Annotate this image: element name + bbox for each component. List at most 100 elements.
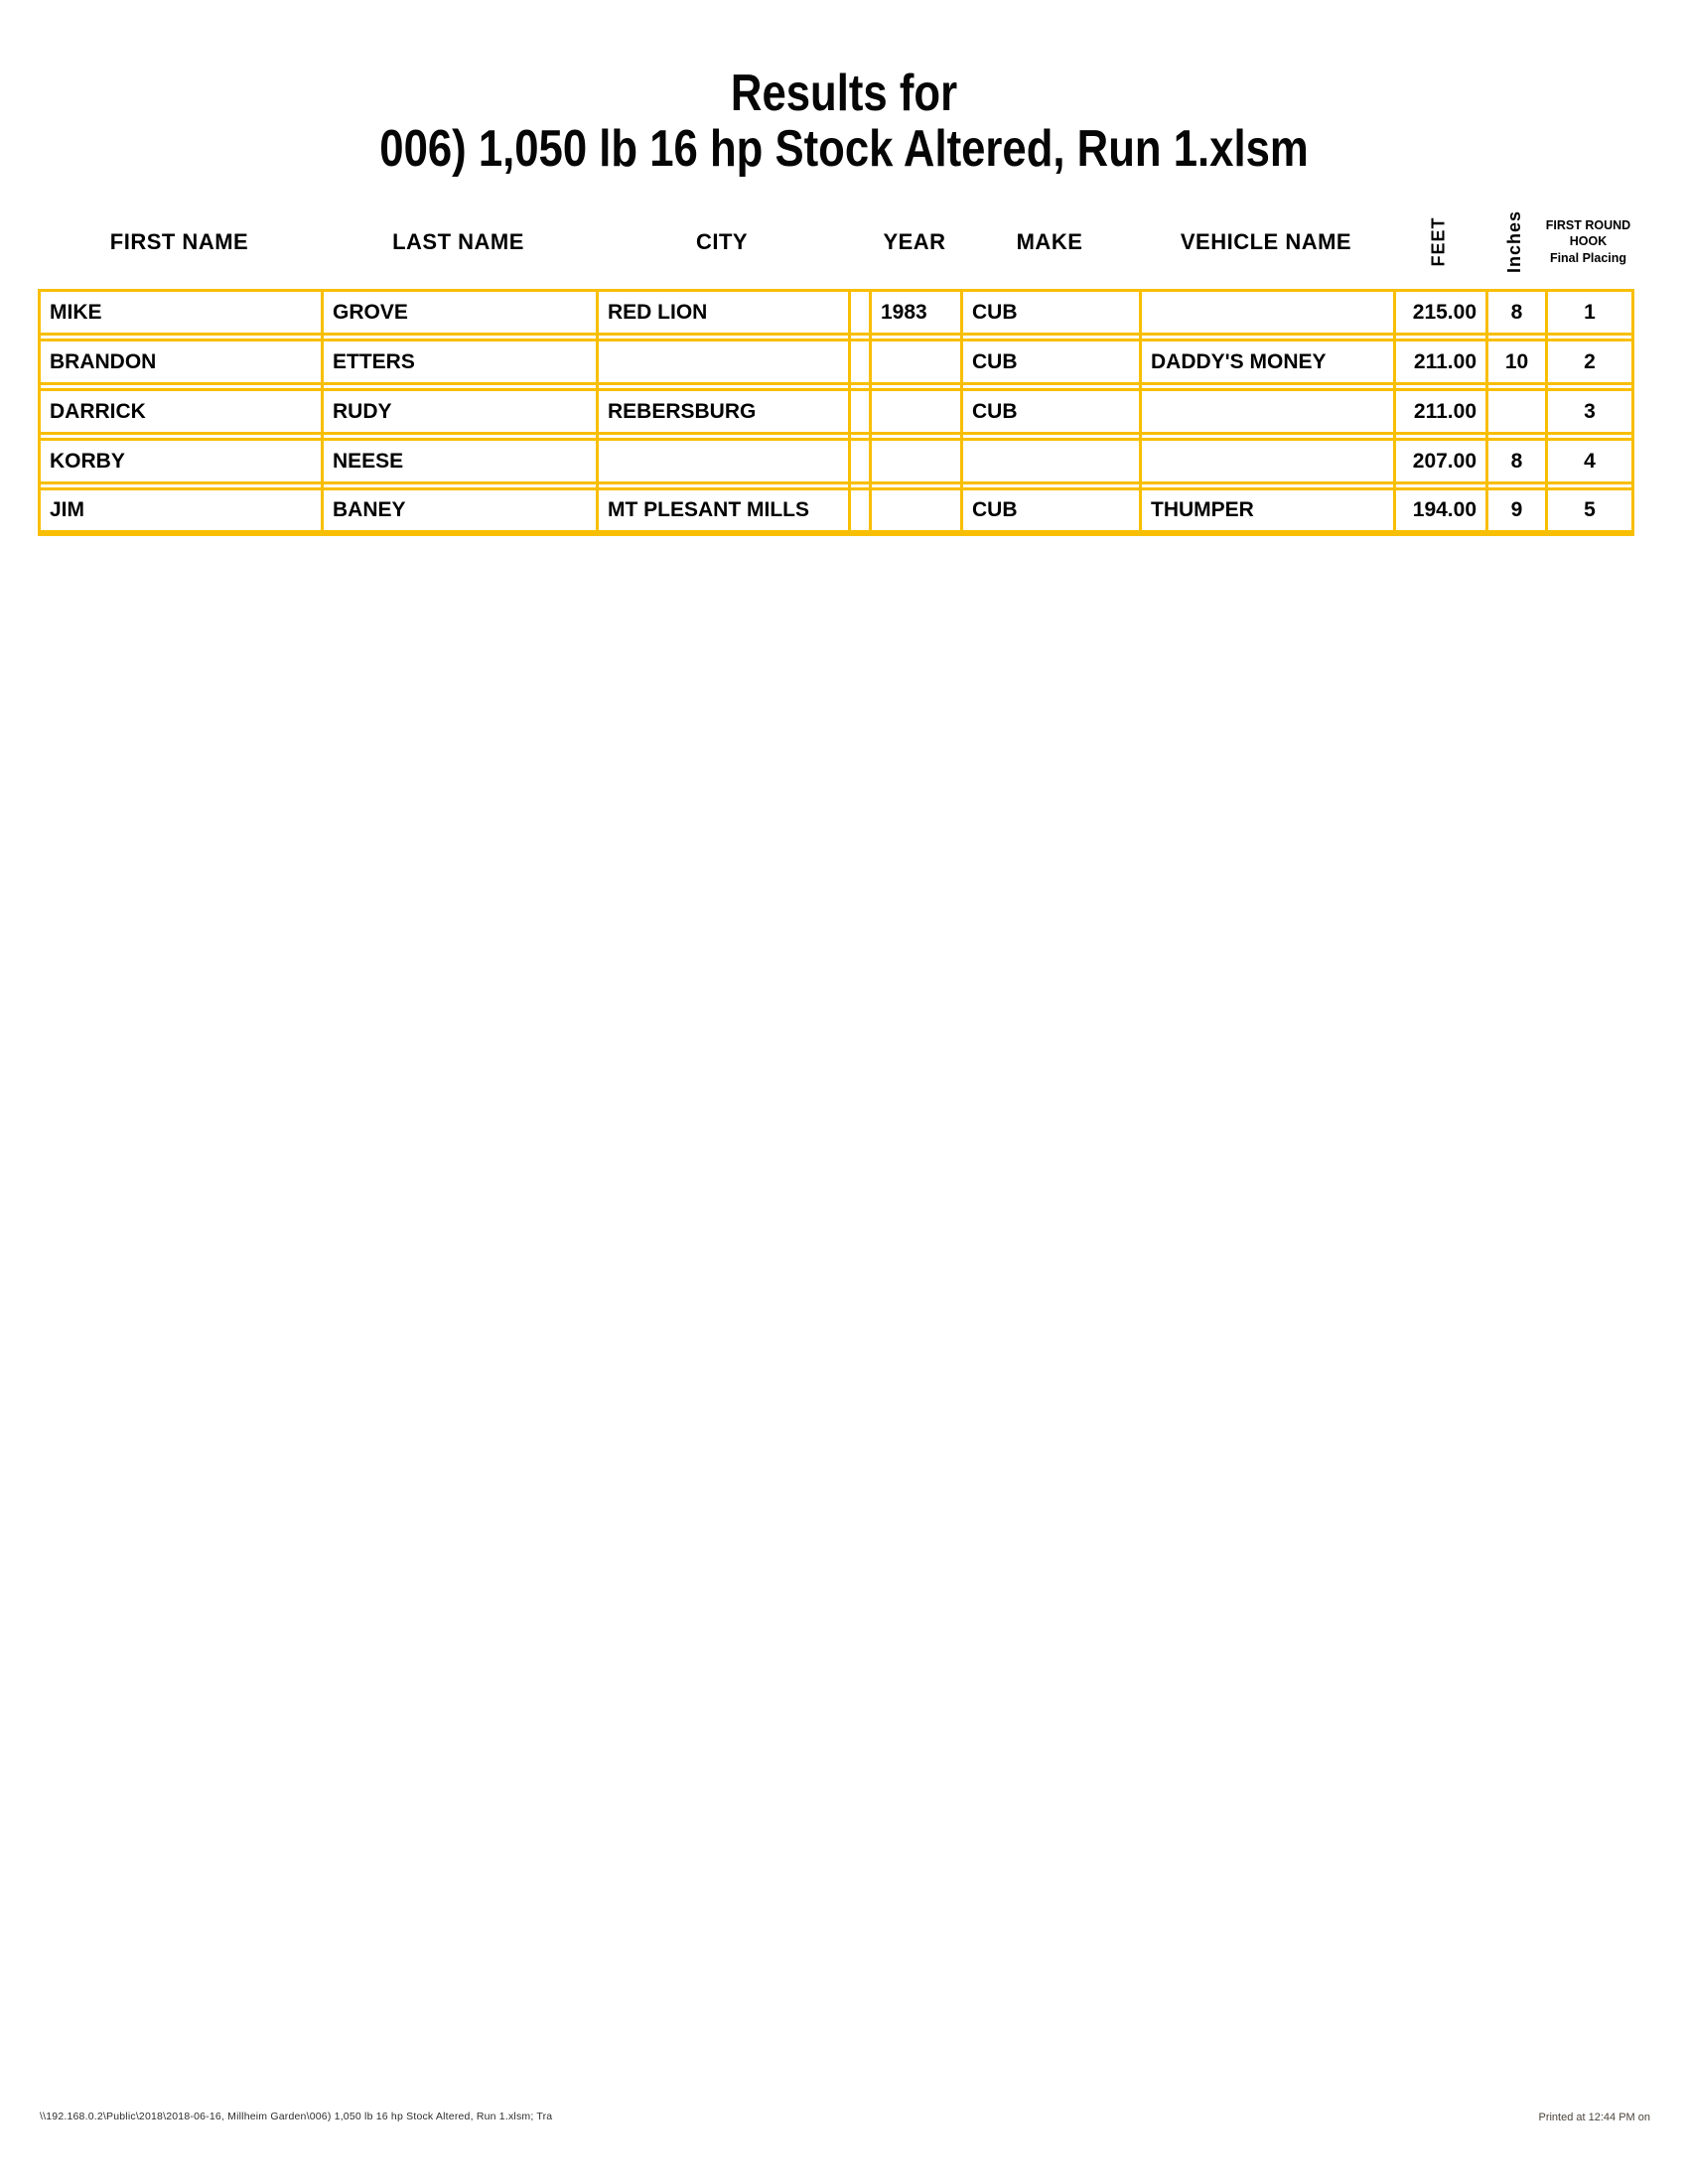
row-gap-cell: [848, 482, 872, 489]
footer-printed-timestamp: Printed at 12:44 PM on: [1538, 2112, 1650, 2123]
page-title: Results for: [730, 65, 958, 122]
table-row: MIKE GROVE RED LION 1983 CUB 215.00 8 1: [38, 289, 1634, 336]
cell-inches: 8: [1485, 289, 1548, 336]
table-row: JIM BANEY MT PLESANT MILLS CUB THUMPER 1…: [38, 487, 1634, 536]
row-gap-cell: [848, 334, 872, 341]
cell-placing: 2: [1545, 339, 1634, 385]
col-header-feet-rotated-label: FEET: [1428, 216, 1449, 267]
cell-vehicle-name: THUMPER: [1139, 487, 1396, 536]
row-gap-cell: [1139, 334, 1396, 341]
cell-year: 1983: [869, 289, 963, 336]
cell-placing: 1: [1545, 289, 1634, 336]
cell-first-name: DARRICK: [38, 388, 324, 435]
footer-file-path: \\192.168.0.2\Public\2018\2018-06-16, Mi…: [40, 2111, 553, 2122]
table-row: DARRICK RUDY REBERSBURG CUB 211.00 3: [38, 388, 1634, 435]
col-header-inches-rotated-label: Inches: [1504, 209, 1525, 274]
cell-make: [960, 438, 1142, 484]
cell-feet: 207.00: [1393, 438, 1488, 484]
row-gap-cell: [869, 334, 963, 341]
row-gap-cell: [38, 334, 324, 341]
cell-make: CUB: [960, 388, 1142, 435]
row-gap-cell: [1545, 482, 1634, 489]
cell-inches: 9: [1485, 487, 1548, 536]
cell-year: [869, 487, 963, 536]
cell-placing: 4: [1545, 438, 1634, 484]
row-gap-cell: [321, 334, 599, 341]
row-gap-cell: [1545, 433, 1634, 440]
col-header-city: CITY: [695, 228, 749, 254]
col-header-spacer: [848, 195, 869, 289]
row-gap-cell: [960, 482, 1142, 489]
cell-year: [869, 438, 963, 484]
cell-last-name: BANEY: [321, 487, 599, 536]
row-gap: [38, 482, 1634, 489]
row-gap-cell: [1545, 383, 1634, 390]
cell-spacer: [848, 339, 872, 385]
cell-inches: [1485, 388, 1548, 435]
cell-spacer: [848, 289, 872, 336]
row-gap-cell: [960, 334, 1142, 341]
col-header-last-name: LAST NAME: [392, 228, 524, 254]
results-table: MIKE GROVE RED LION 1983 CUB 215.00 8 1 …: [38, 289, 1634, 536]
row-gap-cell: [1139, 433, 1396, 440]
row-gap-cell: [1485, 334, 1548, 341]
row-gap-cell: [1393, 334, 1488, 341]
cell-spacer: [848, 438, 872, 484]
cell-city: RED LION: [596, 289, 851, 336]
row-gap-cell: [848, 433, 872, 440]
cell-make: CUB: [960, 487, 1142, 536]
cell-year: [869, 388, 963, 435]
row-gap-cell: [1139, 482, 1396, 489]
col-header-placing-line1: FIRST ROUND: [1545, 218, 1631, 233]
cell-feet: 211.00: [1393, 388, 1488, 435]
cell-feet: 194.00: [1393, 487, 1488, 536]
row-gap-cell: [960, 433, 1142, 440]
row-gap-cell: [596, 482, 851, 489]
row-gap: [38, 433, 1634, 440]
cell-city: REBERSBURG: [596, 388, 851, 435]
cell-placing: 5: [1545, 487, 1634, 536]
cell-first-name: BRANDON: [38, 339, 324, 385]
row-gap-cell: [869, 433, 963, 440]
cell-vehicle-name: [1139, 438, 1396, 484]
cell-year: [869, 339, 963, 385]
row-gap-cell: [1485, 433, 1548, 440]
cell-spacer: [848, 388, 872, 435]
row-gap-cell: [1139, 383, 1396, 390]
col-header-inches: Inches: [1485, 195, 1545, 289]
cell-first-name: MIKE: [38, 289, 324, 336]
col-header-make: MAKE: [1016, 228, 1083, 254]
col-header-final-placing: FIRST ROUND HOOK Final Placing: [1545, 195, 1631, 289]
row-gap-cell: [848, 383, 872, 390]
cell-first-name: JIM: [38, 487, 324, 536]
row-gap-cell: [869, 482, 963, 489]
row-gap-cell: [38, 383, 324, 390]
cell-inches: 10: [1485, 339, 1548, 385]
row-gap: [38, 334, 1634, 341]
row-gap-cell: [38, 482, 324, 489]
col-header-feet: FEET: [1393, 195, 1485, 289]
table-row: BRANDON ETTERS CUB DADDY'S MONEY 211.00 …: [38, 339, 1634, 385]
col-header-placing-line3: Final Placing: [1549, 250, 1627, 265]
page-subtitle-filename: 006) 1,050 lb 16 hp Stock Altered, Run 1…: [379, 120, 1309, 178]
row-gap-cell: [596, 334, 851, 341]
row-gap-cell: [1545, 334, 1634, 341]
col-header-vehicle-name: VEHICLE NAME: [1180, 228, 1352, 254]
row-gap: [38, 383, 1634, 390]
cell-city: [596, 339, 851, 385]
row-gap-cell: [1485, 482, 1548, 489]
row-gap-cell: [321, 383, 599, 390]
cell-last-name: NEESE: [321, 438, 599, 484]
table-header-row: FIRST NAME LAST NAME CITY YEAR MAKE VEHI…: [38, 195, 1631, 289]
row-gap-cell: [869, 383, 963, 390]
cell-spacer: [848, 487, 872, 536]
cell-vehicle-name: [1139, 289, 1396, 336]
row-gap-cell: [38, 433, 324, 440]
col-header-first-name: FIRST NAME: [109, 228, 249, 254]
table-row: KORBY NEESE 207.00 8 4: [38, 438, 1634, 484]
cell-vehicle-name: DADDY'S MONEY: [1139, 339, 1396, 385]
row-gap-cell: [321, 433, 599, 440]
cell-city: [596, 438, 851, 484]
cell-city: MT PLESANT MILLS: [596, 487, 851, 536]
cell-last-name: GROVE: [321, 289, 599, 336]
